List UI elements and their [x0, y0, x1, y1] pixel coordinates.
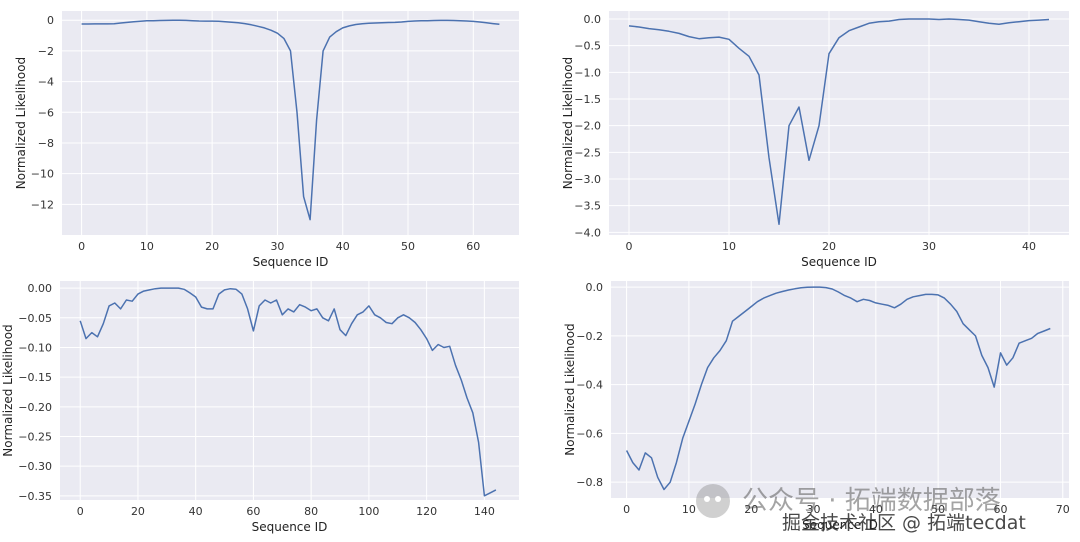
- x-tick-label: 50: [931, 503, 945, 516]
- x-tick-label: 60: [246, 505, 260, 518]
- x-tick-label: 0: [626, 240, 633, 253]
- x-tick-label: 30: [807, 503, 821, 516]
- wechat-icon: [696, 484, 730, 518]
- x-tick-label: 20: [131, 505, 145, 518]
- y-tick-label: −0.5: [574, 40, 601, 53]
- chart-panel-4: 0 10 20 30 40 50 60 70 0.0 −0.2 −0.4 −0.6 −0.8 Sequen…: [563, 281, 1070, 532]
- x-tick-label: 0: [623, 503, 630, 516]
- y-tick-label: 0.0: [586, 281, 604, 294]
- watermark: 公众号 · 拓端数据部落 掘金技术社区 @ 拓端tecdat: [690, 478, 1070, 538]
- y-tick-label: −3.5: [574, 200, 601, 213]
- x-tick-label: 70: [1056, 503, 1070, 516]
- x-tick-label: 10: [140, 240, 154, 253]
- x-tick-label: 40: [189, 505, 203, 518]
- x-tick-label: 0: [78, 240, 85, 253]
- chart-panel-1: 0 10 20 30 40 50 60 0 −2 −4 −6 −8 −10 −12 Sequence ID N…: [14, 11, 519, 269]
- y-tick-label: −2.5: [574, 146, 601, 159]
- y-tick-label: −6: [38, 106, 54, 119]
- y-tick-label: −1.5: [574, 93, 601, 106]
- y-tick-label: −1.0: [574, 66, 601, 79]
- y-tick-label: −10: [31, 168, 54, 181]
- y-tick-label: 0.0: [584, 13, 602, 26]
- y-tick-label: −0.30: [18, 460, 52, 473]
- plot-area: [609, 11, 1069, 235]
- x-tick-label: 120: [416, 505, 437, 518]
- watermark-line1: 公众号 · 拓端数据部落: [742, 486, 1001, 516]
- watermark-line2: 掘金技术社区 @ 拓端tecdat: [782, 512, 1026, 534]
- y-tick-label: 0.00: [28, 282, 53, 295]
- plot-area: [60, 281, 519, 500]
- x-axis-label: Sequence ID: [802, 518, 878, 532]
- plot-area: [611, 281, 1069, 498]
- x-axis-label: Sequence ID: [252, 520, 328, 534]
- x-tick-label: 50: [401, 240, 415, 253]
- x-tick-label: 60: [993, 503, 1007, 516]
- y-axis-label: Normalized Likelihood: [561, 57, 575, 189]
- x-tick-label: 30: [270, 240, 284, 253]
- y-tick-label: −0.6: [576, 427, 603, 440]
- x-tick-label: 0: [77, 505, 84, 518]
- x-tick-label: 140: [474, 505, 495, 518]
- y-tick-label: −8: [38, 137, 54, 150]
- x-tick-label: 40: [1022, 240, 1036, 253]
- plot-area: [62, 11, 519, 235]
- x-axis-label: Sequence ID: [801, 255, 877, 269]
- series-line: [625, 286, 1051, 491]
- y-tick-label: −0.2: [576, 330, 603, 343]
- x-axis-label: Sequence ID: [253, 255, 329, 269]
- x-tick-label: 80: [304, 505, 318, 518]
- x-tick-label: 20: [822, 240, 836, 253]
- x-tick-label: 40: [869, 503, 883, 516]
- x-tick-label: 20: [744, 503, 758, 516]
- series-line: [628, 18, 1050, 226]
- y-axis-label: Normalized Likelihood: [1, 324, 15, 456]
- x-tick-label: 100: [358, 505, 379, 518]
- y-tick-label: −2.0: [574, 120, 601, 133]
- x-tick-label: 10: [722, 240, 736, 253]
- y-tick-label: −0.05: [18, 312, 52, 325]
- y-tick-label: −0.25: [18, 430, 52, 443]
- series-line: [81, 19, 500, 221]
- y-tick-label: −0.35: [18, 490, 52, 503]
- y-tick-label: −2: [38, 45, 54, 58]
- y-tick-label: −0.4: [576, 379, 603, 392]
- chart-panel-3: 0 20 40 60 80 100 120 140 0.00 −0.05 −0.10 −0.15 −0.…: [1, 281, 519, 534]
- chart-panel-2: 0 10 20 30 40 0.0 −0.5 −1.0 −1.5 −2.0 −2.5 −3.0 −3.5…: [561, 11, 1069, 269]
- y-tick-label: 0: [47, 14, 54, 27]
- y-tick-label: −0.15: [18, 371, 52, 384]
- x-tick-label: 60: [466, 240, 480, 253]
- y-tick-label: −0.20: [18, 401, 52, 414]
- y-tick-label: −4: [38, 76, 54, 89]
- x-tick-label: 20: [205, 240, 219, 253]
- y-tick-label: −3.0: [574, 173, 601, 186]
- y-axis-label: Normalized Likelihood: [563, 323, 577, 455]
- y-tick-label: −4.0: [574, 226, 601, 239]
- series-line: [79, 287, 497, 497]
- x-tick-label: 30: [922, 240, 936, 253]
- y-tick-label: −12: [31, 198, 54, 211]
- y-tick-label: −0.10: [18, 341, 52, 354]
- y-axis-label: Normalized Likelihood: [14, 57, 28, 189]
- x-tick-label: 10: [682, 503, 696, 516]
- y-tick-label: −0.8: [576, 476, 603, 489]
- x-tick-label: 40: [336, 240, 350, 253]
